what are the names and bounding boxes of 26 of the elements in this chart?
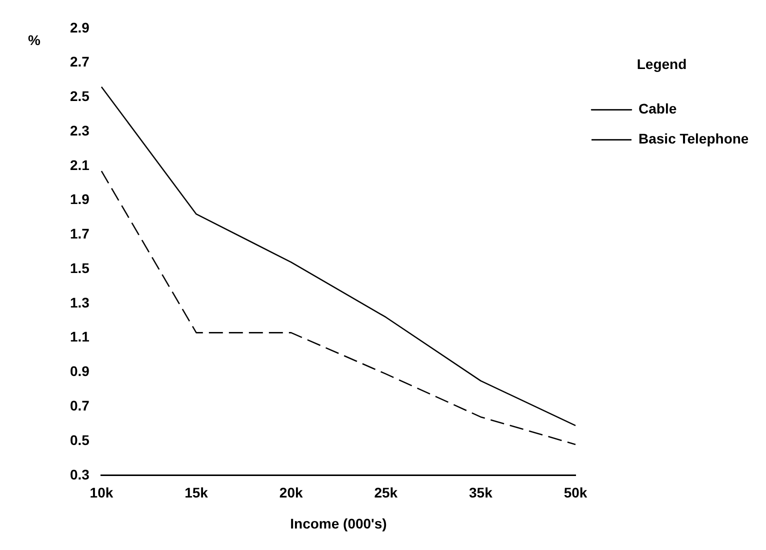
x-tick-label: 50k <box>564 484 588 501</box>
y-tick-label: 1.5 <box>70 260 90 276</box>
legend-label: Basic Telephone <box>638 130 749 147</box>
y-tick-label: 2.3 <box>70 122 90 138</box>
y-tick-label: 2.5 <box>70 88 90 104</box>
y-tick-label: 0.3 <box>70 466 90 482</box>
y-tick-label: 0.9 <box>70 363 90 380</box>
y-tick-label: 0.7 <box>70 397 90 414</box>
y-tick-label: 0.5 <box>70 432 90 448</box>
y-tick-label: 2.9 <box>70 19 90 36</box>
line-series <box>100 170 576 446</box>
x-tick-label: 15k <box>184 484 208 501</box>
y-tick-label: 1.7 <box>70 226 90 242</box>
y-axis-title: % <box>28 32 41 48</box>
x-tick-label: 20k <box>279 484 303 501</box>
legend-label: Cable <box>638 100 677 117</box>
x-tick-label: 25k <box>374 484 398 501</box>
y-tick-label: 1.9 <box>70 191 90 208</box>
x-tick-label: 35k <box>469 484 493 501</box>
y-tick-label: 2.7 <box>70 54 90 70</box>
y-tick-label: 2.1 <box>70 156 90 173</box>
y-tick-label: 1.3 <box>70 294 90 310</box>
x-tick-label: 10k <box>90 484 114 501</box>
legend-title: Legend <box>636 56 687 72</box>
x-axis-title: Income (000's) <box>290 515 387 532</box>
y-tick-label: 1.1 <box>70 328 90 345</box>
